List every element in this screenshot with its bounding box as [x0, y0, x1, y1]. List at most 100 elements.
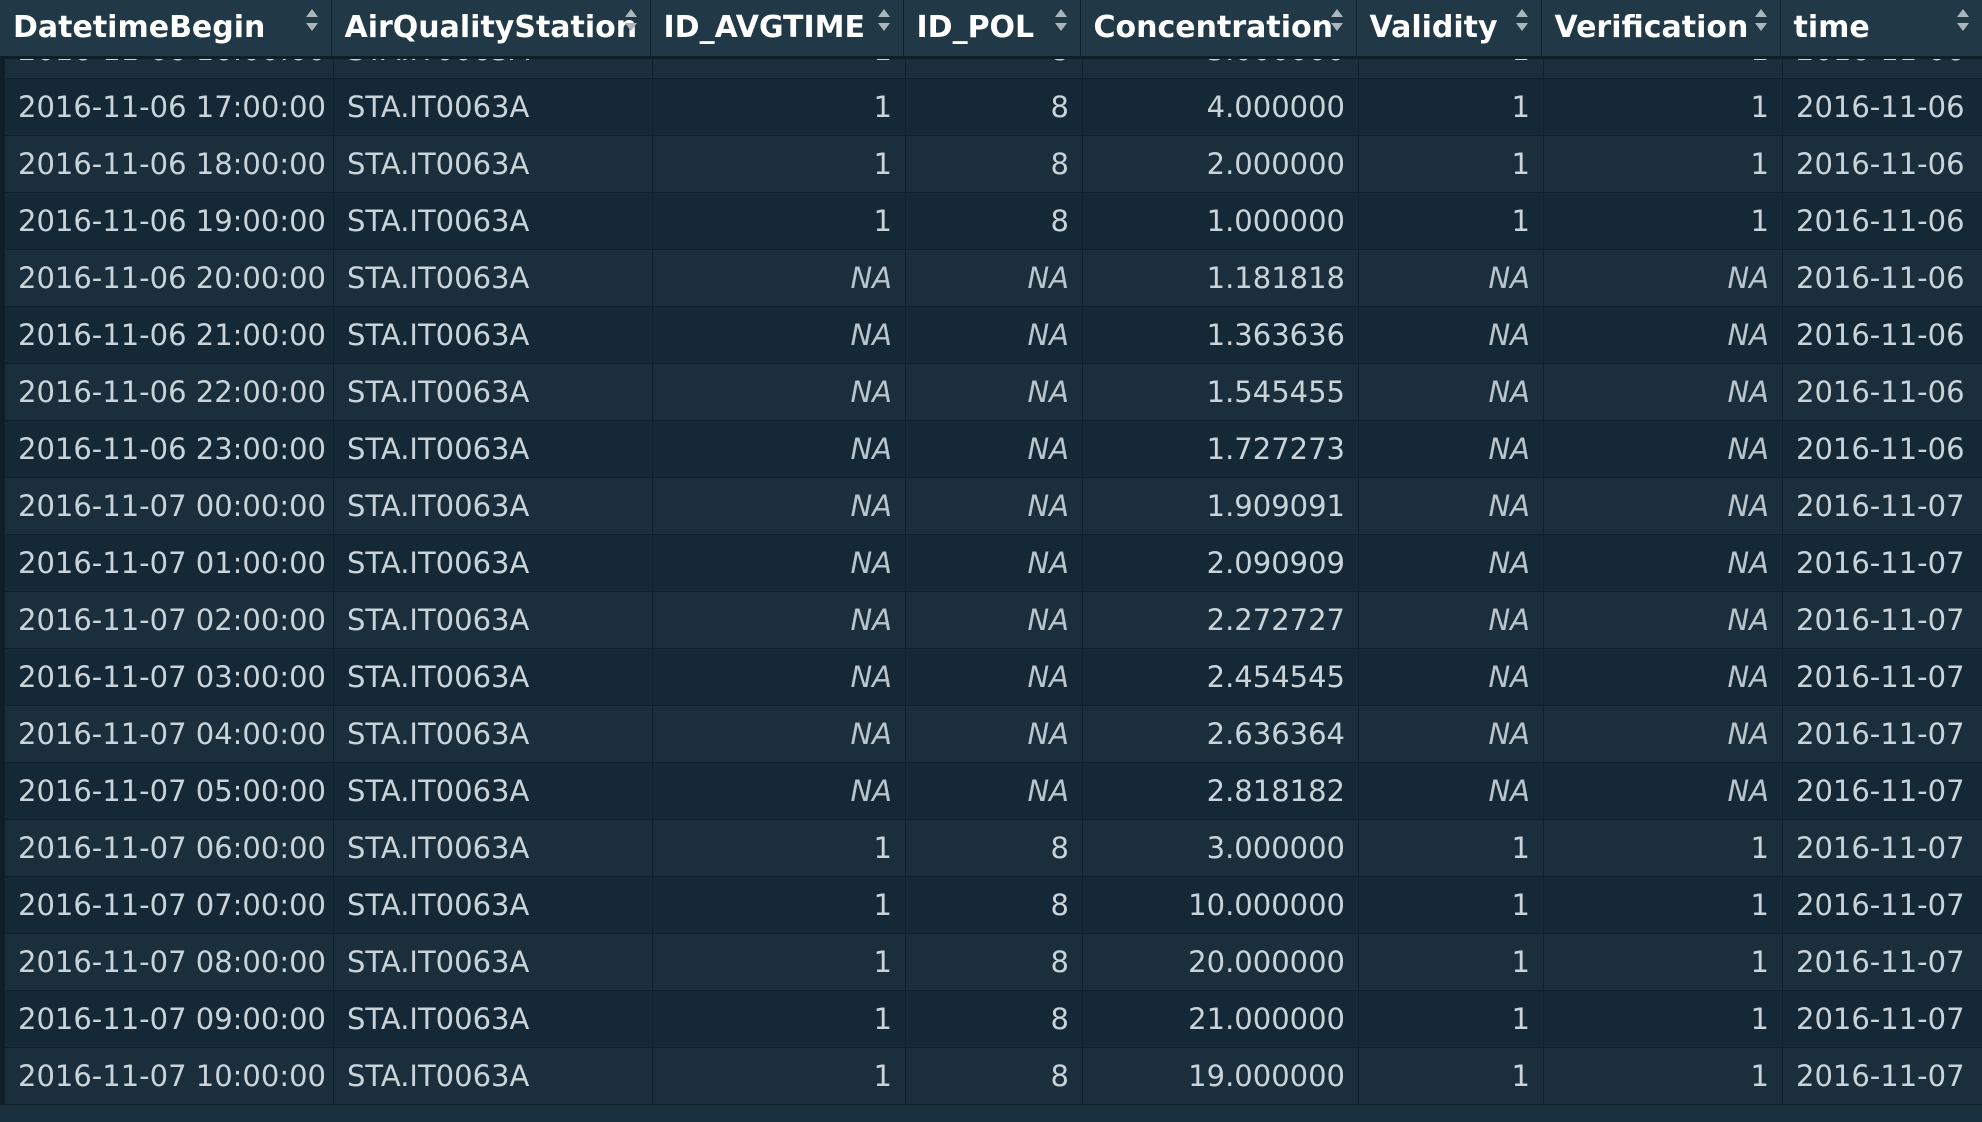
- cell-airqualitystation: STA.IT0063A: [333, 534, 653, 592]
- cell-verification: NA: [1543, 705, 1783, 763]
- cell-airqualitystation: STA.IT0063A: [333, 762, 653, 820]
- cell-id-pol: NA: [905, 420, 1083, 478]
- cell-verification: NA: [1543, 249, 1783, 307]
- cell-datetimebegin: 2016-11-07 05:00:00: [0, 762, 334, 820]
- cell-id-avgtime: 1: [652, 78, 906, 136]
- cell-time: 2016-11-07: [1782, 648, 1982, 706]
- cell-id-avgtime: 1: [652, 819, 906, 877]
- cell-concentration: 1.727273: [1082, 420, 1359, 478]
- cell-id-avgtime: NA: [652, 762, 906, 820]
- table-row: 2016-11-07 03:00:00 STA.IT0063A NA NA 2.4545…: [0, 648, 1982, 706]
- cell-verification: 1: [1543, 192, 1783, 250]
- cell-time: 2016-11-07: [1782, 990, 1982, 1048]
- table-row: 2016-11-07 04:00:00 STA.IT0063A NA NA 2.6363…: [0, 705, 1982, 763]
- sort-updown-icon[interactable]: [1515, 7, 1529, 33]
- sort-updown-icon[interactable]: [1956, 7, 1970, 33]
- column-header-label: Validity: [1369, 10, 1498, 46]
- cell-id-pol: NA: [905, 306, 1083, 364]
- cell-datetimebegin: 2016-11-07 07:00:00: [0, 876, 334, 934]
- cell-id-avgtime: 1: [652, 876, 906, 934]
- cell-id-pol: 8: [905, 78, 1083, 136]
- cell-id-avgtime: 1: [652, 58, 906, 79]
- cell-time: 2016-11-06: [1782, 249, 1982, 307]
- cell-datetimebegin: 2016-11-06 21:00:00: [0, 306, 334, 364]
- sort-updown-icon[interactable]: [877, 7, 891, 33]
- cell-datetimebegin: 2016-11-07 06:00:00: [0, 819, 334, 877]
- cell-id-pol: NA: [905, 648, 1083, 706]
- cell-datetimebegin: 2016-11-06 22:00:00: [0, 363, 334, 421]
- cell-id-avgtime: 1: [652, 933, 906, 991]
- column-header-label: DatetimeBegin: [13, 10, 266, 46]
- cell-concentration: 3.000000: [1082, 58, 1359, 79]
- cell-time: 2016-11-07: [1782, 705, 1982, 763]
- cell-id-pol: NA: [905, 363, 1083, 421]
- cell-id-pol: NA: [905, 477, 1083, 535]
- table-scroll-area[interactable]: 2016-11-06 16:00:00STA.IT0063A183.000000…: [0, 58, 1982, 1122]
- cell-verification: NA: [1543, 762, 1783, 820]
- cell-id-avgtime: NA: [652, 249, 906, 307]
- cell-id-avgtime: NA: [652, 477, 906, 535]
- cell-datetimebegin: 2016-11-06 18:00:00: [0, 135, 334, 193]
- cell-airqualitystation: STA.IT0063A: [333, 78, 653, 136]
- cell-concentration: 2.090909: [1082, 534, 1359, 592]
- column-header-time[interactable]: time: [1780, 0, 1982, 59]
- sort-updown-icon[interactable]: [624, 7, 638, 33]
- cell-airqualitystation: STA.IT0063A: [333, 306, 653, 364]
- cell-id-pol: 8: [905, 933, 1083, 991]
- table-row: 2016-11-07 06:00:00 STA.IT0063A 1 8 3.000000…: [0, 819, 1982, 877]
- cell-time: 2016-11-07: [1782, 762, 1982, 820]
- column-header-concentration[interactable]: Concentration: [1080, 0, 1357, 59]
- cell-id-avgtime: NA: [652, 306, 906, 364]
- sort-updown-icon[interactable]: [1330, 7, 1344, 33]
- table-row: 2016-11-06 21:00:00 STA.IT0063A NA NA 1.3636…: [0, 306, 1982, 364]
- cell-validity: NA: [1358, 363, 1544, 421]
- column-header-label: Verification: [1554, 10, 1749, 46]
- cell-id-avgtime: 1: [652, 1047, 906, 1105]
- cell-airqualitystation: STA.IT0063A: [333, 1047, 653, 1105]
- cell-time: 2016-11-07: [1782, 591, 1982, 649]
- cell-verification: 1: [1543, 58, 1783, 79]
- column-header-label: AirQualityStation: [344, 10, 638, 46]
- cell-verification: NA: [1543, 477, 1783, 535]
- cell-validity: 1: [1358, 192, 1544, 250]
- table-row: 2016-11-07 05:00:00 STA.IT0063A NA NA 2.8181…: [0, 762, 1982, 820]
- table-row: 2016-11-06 19:00:00 STA.IT0063A 1 8 1.000000…: [0, 192, 1982, 250]
- cell-verification: 1: [1543, 990, 1783, 1048]
- column-header-verification[interactable]: Verification: [1541, 0, 1781, 59]
- cell-id-avgtime: NA: [652, 705, 906, 763]
- cell-id-avgtime: 1: [652, 192, 906, 250]
- column-header-id-pol[interactable]: ID_POL: [903, 0, 1081, 59]
- column-header-validity[interactable]: Validity: [1356, 0, 1542, 59]
- table-row: 2016-11-06 20:00:00 STA.IT0063A NA NA 1.1818…: [0, 249, 1982, 307]
- cell-validity: 1: [1358, 58, 1544, 79]
- cell-id-avgtime: NA: [652, 420, 906, 478]
- cell-concentration: 2.000000: [1082, 135, 1359, 193]
- column-header-label: ID_AVGTIME: [663, 10, 866, 46]
- table-row: 2016-11-07 00:00:00 STA.IT0063A NA NA 1.9090…: [0, 477, 1982, 535]
- sort-updown-icon[interactable]: [1754, 7, 1768, 33]
- column-header-id-avgtime[interactable]: ID_AVGTIME: [650, 0, 904, 59]
- cell-datetimebegin: 2016-11-06 20:00:00: [0, 249, 334, 307]
- cell-concentration: 1.181818: [1082, 249, 1359, 307]
- cell-time: 2016-11-06: [1782, 363, 1982, 421]
- cell-validity: 1: [1358, 819, 1544, 877]
- sort-updown-icon[interactable]: [1054, 7, 1068, 33]
- table-row: 2016-11-06 16:00:00STA.IT0063A183.000000…: [0, 58, 1982, 79]
- cell-validity: 1: [1358, 135, 1544, 193]
- cell-concentration: 4.000000: [1082, 78, 1359, 136]
- cell-airqualitystation: STA.IT0063A: [333, 876, 653, 934]
- cell-id-pol: 8: [905, 819, 1083, 877]
- cell-concentration: 2.636364: [1082, 705, 1359, 763]
- cell-validity: NA: [1358, 648, 1544, 706]
- cell-datetimebegin: 2016-11-07 02:00:00: [0, 591, 334, 649]
- cell-airqualitystation: STA.IT0063A: [333, 135, 653, 193]
- cell-datetimebegin: 2016-11-07 09:00:00: [0, 990, 334, 1048]
- cell-concentration: 2.272727: [1082, 591, 1359, 649]
- table-row: 2016-11-07 01:00:00 STA.IT0063A NA NA 2.0909…: [0, 534, 1982, 592]
- cell-datetimebegin: 2016-11-07 00:00:00: [0, 477, 334, 535]
- sort-updown-icon[interactable]: [305, 7, 319, 33]
- cell-verification: 1: [1543, 1047, 1783, 1105]
- column-header-datetimebegin[interactable]: DatetimeBegin: [0, 0, 332, 59]
- column-header-airqualitystation[interactable]: AirQualityStation: [331, 0, 651, 59]
